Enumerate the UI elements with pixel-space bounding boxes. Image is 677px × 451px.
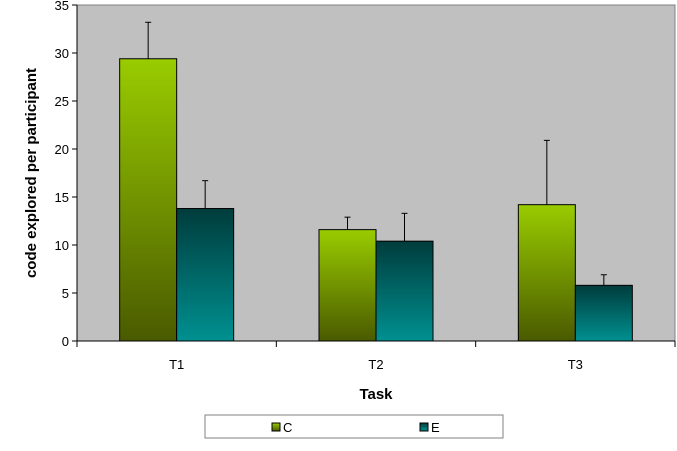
x-axis: T1 T2 T3 <box>76 340 676 372</box>
y-tick-label: 15 <box>55 190 69 205</box>
y-tick-label: 0 <box>62 334 69 349</box>
x-tick-label: T2 <box>368 357 383 372</box>
bar-E-T1 <box>176 208 235 342</box>
bar-E-T2 <box>375 240 434 342</box>
y-axis: 0 5 10 15 20 25 30 35 <box>55 0 78 349</box>
legend-swatch-C <box>271 422 281 432</box>
y-tick-label: 30 <box>55 46 69 61</box>
y-axis-title: code explored per participant <box>23 68 40 278</box>
bar-C-T1 <box>119 58 178 342</box>
y-tick-label: 25 <box>55 94 69 109</box>
legend-swatch-E <box>419 422 429 432</box>
bars <box>119 58 633 342</box>
y-tick-label: 5 <box>62 286 69 301</box>
legend-box <box>204 414 504 439</box>
bar-E-T3 <box>574 284 633 342</box>
y-tick-label: 20 <box>55 142 69 157</box>
x-axis-title: Task <box>359 386 393 403</box>
bar-C-T2 <box>318 229 377 342</box>
bar-C-T3 <box>517 204 576 342</box>
error-bars <box>145 21 607 286</box>
legend-label-C: C <box>283 420 292 435</box>
y-tick-label: 10 <box>55 238 69 253</box>
y-tick-label: 35 <box>55 0 69 13</box>
x-tick-label: T1 <box>169 357 184 372</box>
x-tick-label: T3 <box>568 357 583 372</box>
legend-label-E: E <box>431 420 440 435</box>
